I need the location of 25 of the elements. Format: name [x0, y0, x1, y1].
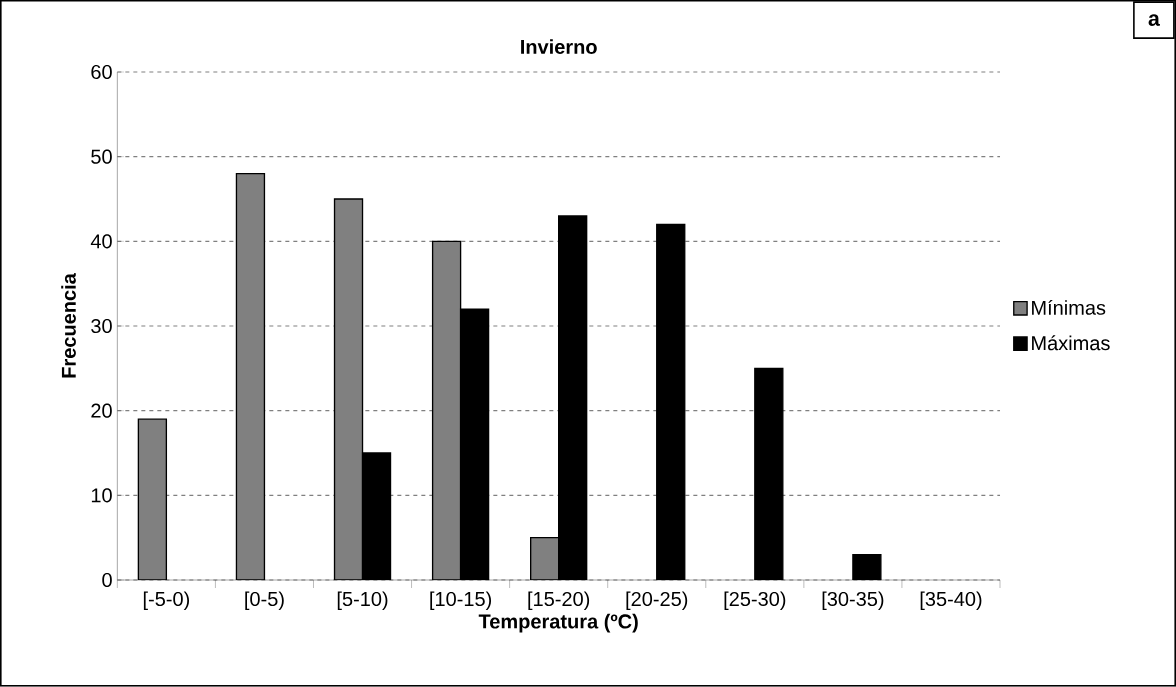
x-tick-label: [25-30)	[724, 591, 786, 611]
y-tick-label: 50	[91, 149, 112, 164]
x-tick-label: [15-20)	[528, 591, 590, 611]
x-tick-label: [20-25)	[626, 591, 688, 611]
y-tick-label: 60	[91, 65, 112, 80]
bar	[431, 240, 462, 581]
legend-label: Mínimas	[1032, 300, 1106, 316]
y-tick-label: 40	[90, 234, 112, 249]
x-tick-label: [5-10)	[337, 591, 388, 611]
x-axis-title: Temperatura (ºC)	[478, 614, 638, 633]
y-tick-label: 10	[91, 488, 112, 503]
y-tick-label: 20	[91, 403, 112, 418]
x-tick-label: [30-35)	[822, 591, 884, 611]
bar	[235, 173, 266, 581]
bar	[530, 537, 560, 581]
x-tick-label: [35-40)	[920, 591, 982, 611]
x-tick-label: [0-5)	[245, 591, 284, 611]
legend-label: Máximas	[1032, 335, 1110, 351]
text: a	[1148, 14, 1160, 27]
y-tick-label: 30	[91, 319, 112, 334]
y-tick-label: 0	[102, 573, 112, 588]
x-tick-label: [10-15)	[430, 591, 492, 611]
x-tick-label: [-5-0)	[143, 591, 190, 611]
y-axis-title: Frecuencia	[61, 273, 76, 378]
chart-title: Invierno	[521, 39, 597, 55]
